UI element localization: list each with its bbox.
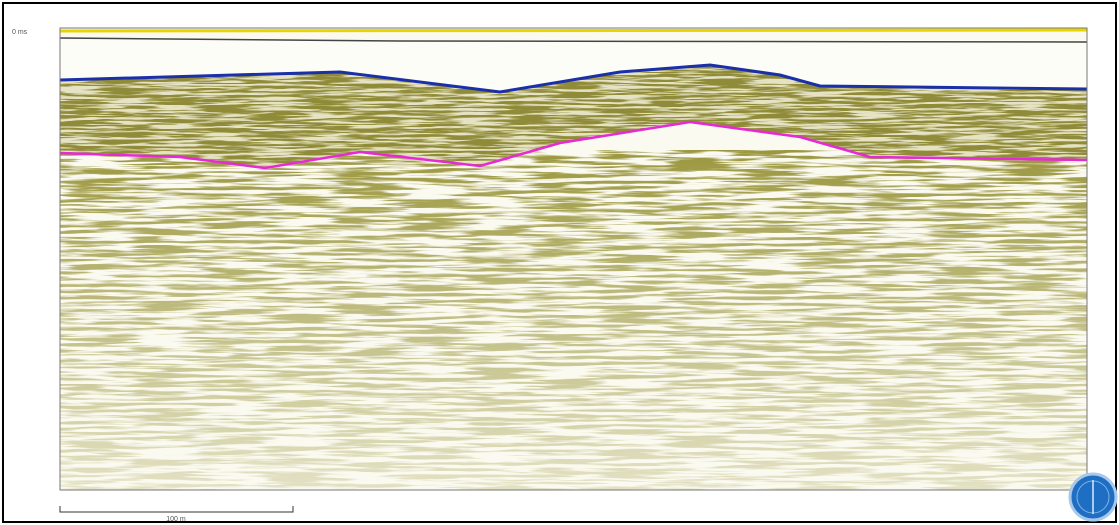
lower-reflectors [60,120,1087,490]
time-label: 0 ms [12,29,28,36]
compass[interactable] [1070,474,1116,520]
noise-texture [60,120,1087,490]
surface-horizon [60,30,1087,31]
scale-label: 100 m [166,516,186,523]
page: 0 ms 100 m (() => { const data = JSON.pa… [0,0,1119,525]
seismic-view: 0 ms 100 m [0,0,1119,525]
